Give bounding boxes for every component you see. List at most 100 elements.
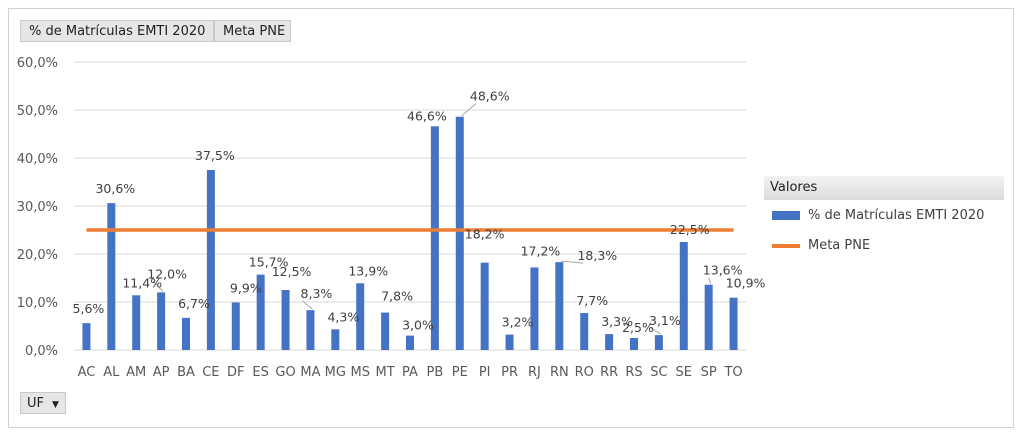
bar-pr xyxy=(505,334,514,350)
bar-pa xyxy=(406,335,414,350)
legend-item-matriculas: % de Matrículas EMTI 2020 xyxy=(772,208,984,223)
chart-frame xyxy=(8,8,1014,428)
x-category-label: SP xyxy=(701,365,717,380)
data-label-am: 11,4% xyxy=(122,275,162,290)
bar-go xyxy=(281,290,290,350)
data-labels: 5,6% 30,6% 11,4%12,0% 6,7% 37,5% 9,9% 15,7%12,… xyxy=(73,89,766,335)
data-label-ms: 13,9% xyxy=(348,263,388,278)
x-category-label: PB xyxy=(427,365,444,380)
data-label-es: 15,7% xyxy=(249,255,289,270)
bar-se xyxy=(679,242,688,350)
bar-rr xyxy=(605,334,614,350)
bar-series xyxy=(82,116,738,350)
y-tick-label: 10,0% xyxy=(17,296,58,311)
data-label-sc: 3,1% xyxy=(649,313,681,328)
bar-al xyxy=(107,203,116,350)
data-label-rj: 17,2% xyxy=(521,243,561,258)
data-label-rn: 18,3% xyxy=(577,248,617,263)
legend-label-meta: Meta PNE xyxy=(808,238,871,253)
leader-line xyxy=(561,260,584,264)
x-category-label: MT xyxy=(376,365,395,380)
bar-df xyxy=(231,302,240,350)
data-label-rr: 3,3% xyxy=(601,314,633,329)
x-category-label: BA xyxy=(177,365,195,380)
data-label-ro: 7,7% xyxy=(576,293,608,308)
x-category-label: MS xyxy=(350,365,369,380)
field-button-uf[interactable]: UF ▼ xyxy=(20,392,66,414)
data-label-se: 22,5% xyxy=(670,222,710,237)
data-label-mt: 7,8% xyxy=(381,289,413,304)
x-category-label: PA xyxy=(402,365,418,380)
leader-line xyxy=(708,277,712,284)
x-category-label: RR xyxy=(600,365,618,380)
y-tick-label: 30,0% xyxy=(17,200,58,215)
bar-pe xyxy=(455,116,464,350)
bar-rs xyxy=(630,338,638,350)
bar-pb xyxy=(430,126,439,350)
x-category-label: PI xyxy=(479,365,491,380)
x-category-label: AP xyxy=(153,365,170,380)
data-label-ba: 6,7% xyxy=(178,296,210,311)
bar-pi xyxy=(480,262,489,350)
legend-swatch-bar xyxy=(772,211,800,220)
legend-title: Valores xyxy=(764,176,1004,200)
bar-ro xyxy=(580,313,589,350)
x-category-label: PR xyxy=(501,365,518,380)
x-category-label: GO xyxy=(275,365,295,380)
leader-line xyxy=(152,281,164,292)
gridlines xyxy=(74,61,746,351)
y-axis-ticks: 0,0% 10,0% 20,0% 30,0% 40,0% 50,0% 60,0% xyxy=(17,56,58,359)
data-label-pr: 3,2% xyxy=(502,315,534,330)
bar-ac xyxy=(82,323,91,350)
x-category-label: DF xyxy=(227,365,245,380)
bar-ms xyxy=(356,283,365,350)
legend: Valores % de Matrículas EMTI 2020 Meta P… xyxy=(764,176,1004,253)
bar-ba xyxy=(182,317,190,350)
bar-sp xyxy=(704,284,713,350)
data-label-pb: 46,6% xyxy=(407,108,447,123)
leader-line xyxy=(461,103,477,117)
bar-rn xyxy=(555,262,564,350)
data-label-mg: 4,3% xyxy=(327,309,359,324)
x-category-label: AM xyxy=(126,365,146,380)
data-label-rs: 2,5% xyxy=(622,320,654,335)
bar-ap xyxy=(157,292,166,350)
y-tick-label: 60,0% xyxy=(17,56,58,71)
x-category-label: SC xyxy=(650,365,667,380)
data-label-pe: 48,6% xyxy=(470,89,510,104)
legend-label-matriculas: % de Matrículas EMTI 2020 xyxy=(808,208,985,223)
label-leader-lines xyxy=(152,103,712,335)
data-label-go: 12,5% xyxy=(272,264,312,279)
data-label-ap: 12,0% xyxy=(147,266,187,281)
x-category-label: RJ xyxy=(528,365,541,380)
data-label-df: 9,9% xyxy=(230,280,262,295)
bar-mg xyxy=(331,329,340,350)
leader-line xyxy=(650,327,662,335)
x-category-label: MG xyxy=(325,365,346,380)
x-category-label: RO xyxy=(575,365,594,380)
data-label-pi: 18,2% xyxy=(465,227,505,242)
data-label-pa: 3,0% xyxy=(402,318,434,333)
y-tick-label: 20,0% xyxy=(17,248,58,263)
bar-rj xyxy=(530,267,539,350)
data-label-ce: 37,5% xyxy=(195,148,235,163)
x-category-label: PE xyxy=(452,365,468,380)
dropdown-caret-icon: ▼ xyxy=(52,400,59,410)
field-button-meta-pne[interactable]: Meta PNE xyxy=(214,20,291,42)
x-category-label: TO xyxy=(723,365,742,380)
x-category-label: MA xyxy=(300,365,320,380)
data-label-al: 30,6% xyxy=(95,181,135,196)
x-category-label: RN xyxy=(550,365,569,380)
data-label-sp: 13,6% xyxy=(703,263,743,278)
x-category-label: SE xyxy=(676,365,692,380)
legend-item-meta: Meta PNE xyxy=(772,238,870,253)
bar-mt xyxy=(381,312,390,350)
bar-to xyxy=(729,297,738,350)
bar-ce xyxy=(206,170,215,350)
field-button-matriculas[interactable]: % de Matrículas EMTI 2020 xyxy=(20,20,214,42)
data-label-ma: 8,3% xyxy=(301,286,333,301)
leader-line xyxy=(302,300,313,310)
bar-am xyxy=(132,295,141,350)
field-button-uf-label: UF xyxy=(27,396,44,411)
